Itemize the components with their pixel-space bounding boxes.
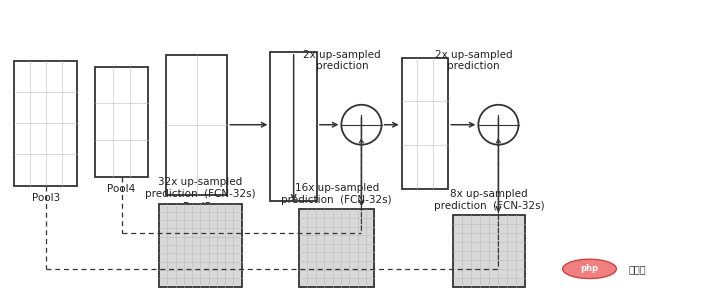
Bar (270, 52, 317, 200)
Text: 8x up-sampled
prediction  (FCN-32s): 8x up-sampled prediction (FCN-32s) (433, 189, 544, 211)
Text: 2x up-sampled
prediction: 2x up-sampled prediction (303, 50, 381, 71)
Bar (14, 61, 78, 186)
Text: 2x up-sampled
prediction: 2x up-sampled prediction (434, 50, 512, 71)
Bar (402, 58, 449, 189)
Text: 16x up-sampled
prediction  (FCN-32s): 16x up-sampled prediction (FCN-32s) (282, 183, 392, 205)
Text: Pool5: Pool5 (183, 202, 211, 212)
Text: 32x up-sampled
prediction  (FCN-32s): 32x up-sampled prediction (FCN-32s) (145, 177, 256, 199)
Bar (299, 209, 374, 287)
Bar (94, 67, 148, 177)
Text: 中文网: 中文网 (629, 264, 647, 274)
Bar (453, 215, 525, 287)
Bar (159, 203, 242, 287)
Ellipse shape (562, 259, 616, 278)
Text: php: php (580, 264, 598, 273)
Text: Pool3: Pool3 (32, 193, 60, 203)
Text: Pool4: Pool4 (107, 184, 135, 194)
Bar (166, 55, 228, 195)
